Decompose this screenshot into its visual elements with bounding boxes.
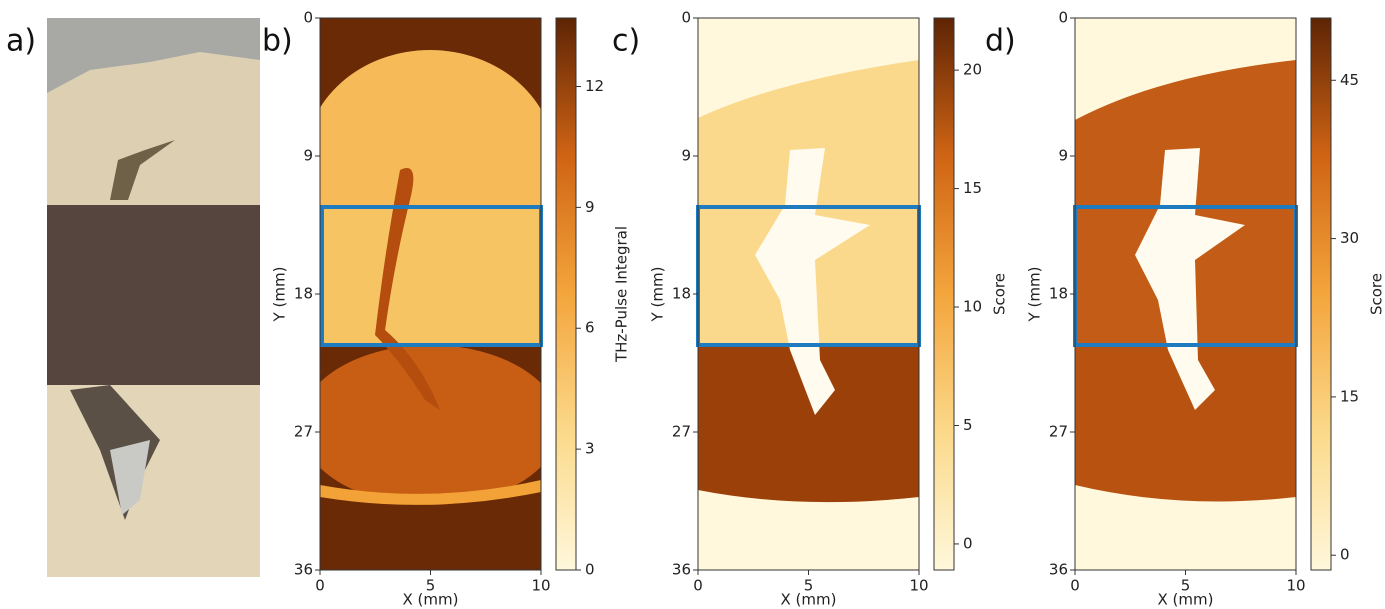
y-tick-label: 18	[294, 285, 313, 303]
y-tick-label: 18	[1049, 285, 1068, 303]
colorbar-tick-label: 45	[1340, 71, 1359, 89]
x-tick-label: 0	[693, 577, 703, 595]
y-tick-label: 0	[303, 9, 313, 27]
x-axis-label: X (mm)	[403, 591, 459, 609]
colorbar-label: Score	[1368, 273, 1385, 315]
colorbar-tick-label: 3	[585, 440, 595, 458]
x-tick-label: 0	[1070, 577, 1080, 595]
colorbar	[933, 17, 955, 571]
y-tick-label: 36	[294, 561, 313, 579]
heatmap-image	[698, 18, 919, 570]
colorbar-tick-label: 5	[963, 416, 973, 434]
x-tick-label: 5	[426, 577, 436, 595]
y-tick-label: 18	[672, 285, 691, 303]
colorbar-tick-label: 6	[585, 319, 595, 337]
colorbar-label: Score	[991, 273, 1009, 315]
colorbar-tick-label: 15	[963, 179, 982, 197]
x-tick-label: 10	[909, 577, 928, 595]
y-axis-label: Y (mm)	[649, 267, 667, 323]
colorbar-label: THz-Pulse Integral	[613, 226, 631, 363]
y-tick-label: 27	[1049, 423, 1068, 441]
y-tick-label: 9	[1058, 147, 1068, 165]
x-tick-label: 5	[1181, 577, 1191, 595]
y-axis-label: Y (mm)	[271, 267, 289, 323]
colorbar-tick-label: 12	[585, 77, 604, 95]
photo	[47, 18, 260, 577]
colorbar-tick-label: 0	[963, 534, 973, 552]
x-tick-label: 10	[1286, 577, 1305, 595]
colorbar-tick-label: 10	[963, 298, 982, 316]
y-tick-label: 9	[681, 147, 691, 165]
x-tick-label: 5	[804, 577, 814, 595]
x-tick-label: 0	[315, 577, 325, 595]
colorbar-tick-label: 0	[1340, 546, 1350, 564]
y-tick-label: 27	[294, 423, 313, 441]
heatmap-image	[320, 18, 541, 570]
colorbar-tick-label: 15	[1340, 387, 1359, 405]
y-tick-label: 9	[303, 147, 313, 165]
colorbar	[1310, 17, 1332, 571]
y-axis-label: Y (mm)	[1026, 267, 1044, 323]
colorbar	[555, 17, 577, 571]
y-tick-label: 0	[681, 9, 691, 27]
y-tick-label: 36	[1049, 561, 1068, 579]
colorbar-tick-label: 9	[585, 198, 595, 216]
panel-label: b)	[262, 24, 293, 59]
colorbar-tick-label: 0	[585, 561, 595, 579]
panel-label: c)	[612, 24, 640, 59]
heatmap-image	[1075, 18, 1296, 570]
y-tick-label: 36	[672, 561, 691, 579]
x-tick-label: 10	[531, 577, 550, 595]
y-tick-label: 27	[672, 423, 691, 441]
x-axis-label: X (mm)	[781, 591, 837, 609]
y-tick-label: 0	[1058, 9, 1068, 27]
colorbar-tick-label: 20	[963, 61, 982, 79]
x-axis-label: X (mm)	[1158, 591, 1214, 609]
colorbar-tick-label: 30	[1340, 229, 1359, 247]
panel-label: d)	[985, 24, 1016, 59]
panel-label: a)	[6, 24, 36, 59]
